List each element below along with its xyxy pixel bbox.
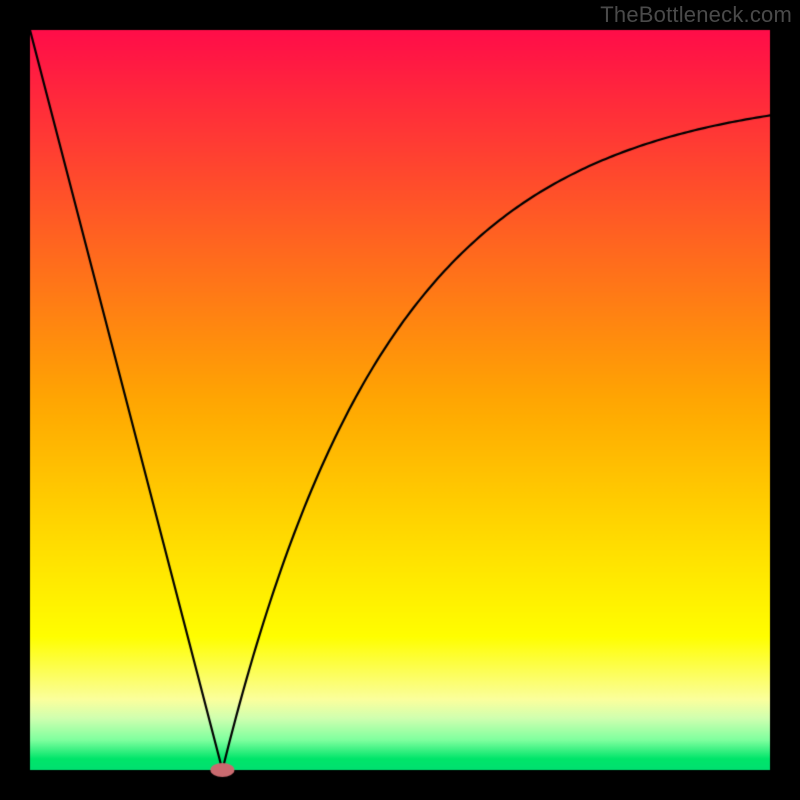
chart-container: TheBottleneck.com bbox=[0, 0, 800, 800]
watermark-text: TheBottleneck.com bbox=[600, 2, 792, 28]
bottleneck-chart-canvas bbox=[0, 0, 800, 800]
